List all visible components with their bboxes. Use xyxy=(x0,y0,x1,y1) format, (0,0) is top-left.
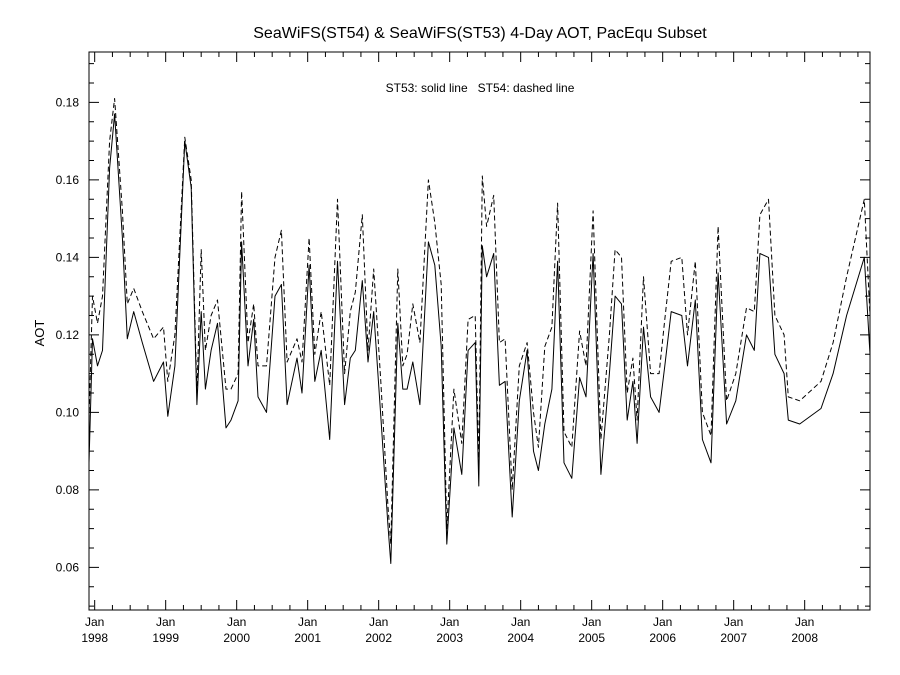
x-tick-month-label: Jan xyxy=(582,615,601,629)
x-tick-month-label: Jan xyxy=(298,615,317,629)
x-tick-year-label: 2006 xyxy=(649,631,676,645)
x-tick-year-label: 2002 xyxy=(365,631,392,645)
x-tick-month-label: Jan xyxy=(85,615,104,629)
x-tick-month-label: Jan xyxy=(795,615,814,629)
x-tick-month-label: Jan xyxy=(369,615,388,629)
x-tick-month-label: Jan xyxy=(156,615,175,629)
y-tick-label: 0.10 xyxy=(56,405,80,419)
series-line-st53 xyxy=(88,113,871,564)
y-tick-label: 0.12 xyxy=(56,328,80,342)
y-tick-label: 0.06 xyxy=(56,560,80,574)
y-tick-label: 0.14 xyxy=(56,250,80,264)
axes: 0.06 0.08 0.10 0.12 0.14 0.16 0.18 Jan 1998 Jan 19… xyxy=(56,52,870,645)
x-tick-year-label: 2004 xyxy=(507,631,534,645)
y-tick-label: 0.18 xyxy=(56,95,80,109)
x-tick-month-label: Jan xyxy=(511,615,530,629)
x-tick-year-label: 2001 xyxy=(294,631,321,645)
y-axis-label: AOT xyxy=(32,320,47,347)
y-tick-label: 0.08 xyxy=(56,483,80,497)
x-tick-year-label: 2000 xyxy=(223,631,250,645)
x-tick-year-label: 2005 xyxy=(578,631,605,645)
series-line-st54 xyxy=(88,98,871,545)
x-tick-year-label: 1998 xyxy=(81,631,108,645)
x-tick-year-label: 1999 xyxy=(152,631,179,645)
x-tick-month-label: Jan xyxy=(653,615,672,629)
chart-annotation: ST53: solid line ST54: dashed line xyxy=(386,81,575,95)
x-tick-month-label: Jan xyxy=(724,615,743,629)
chart-title: SeaWiFS(ST54) & SeaWiFS(ST53) 4-Day AOT,… xyxy=(253,25,707,42)
x-tick-year-label: 2008 xyxy=(791,631,818,645)
x-tick-year-label: 2003 xyxy=(436,631,463,645)
series-layer xyxy=(88,98,871,564)
x-tick-month-label: Jan xyxy=(227,615,246,629)
y-tick-label: 0.16 xyxy=(56,173,80,187)
x-tick-year-label: 2007 xyxy=(720,631,747,645)
x-tick-month-label: Jan xyxy=(440,615,459,629)
plot-frame xyxy=(88,51,871,611)
